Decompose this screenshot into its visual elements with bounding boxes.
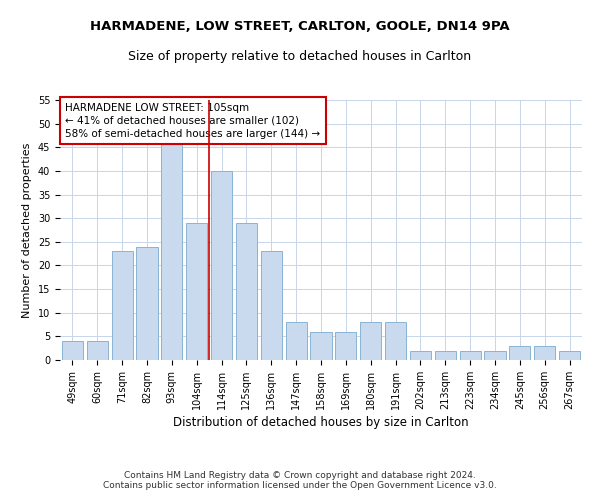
Bar [534, 346, 555, 360]
Y-axis label: Number of detached properties: Number of detached properties [22, 142, 32, 318]
Bar [261, 252, 282, 360]
Bar [186, 223, 207, 360]
Bar [385, 322, 406, 360]
Bar [435, 350, 456, 360]
Bar [410, 350, 431, 360]
Bar [360, 322, 381, 360]
Bar [509, 346, 530, 360]
Bar [87, 341, 108, 360]
Bar [310, 332, 332, 360]
Bar [335, 332, 356, 360]
Bar [460, 350, 481, 360]
Bar [236, 223, 257, 360]
X-axis label: Distribution of detached houses by size in Carlton: Distribution of detached houses by size … [173, 416, 469, 429]
Bar [161, 142, 182, 360]
Text: HARMADENE, LOW STREET, CARLTON, GOOLE, DN14 9PA: HARMADENE, LOW STREET, CARLTON, GOOLE, D… [90, 20, 510, 33]
Bar [62, 341, 83, 360]
Bar [211, 171, 232, 360]
Bar [136, 246, 158, 360]
Bar [286, 322, 307, 360]
Text: Contains HM Land Registry data © Crown copyright and database right 2024.
Contai: Contains HM Land Registry data © Crown c… [103, 470, 497, 490]
Bar [112, 252, 133, 360]
Bar [559, 350, 580, 360]
Bar [484, 350, 506, 360]
Text: Size of property relative to detached houses in Carlton: Size of property relative to detached ho… [128, 50, 472, 63]
Text: HARMADENE LOW STREET: 105sqm
← 41% of detached houses are smaller (102)
58% of s: HARMADENE LOW STREET: 105sqm ← 41% of de… [65, 102, 320, 139]
